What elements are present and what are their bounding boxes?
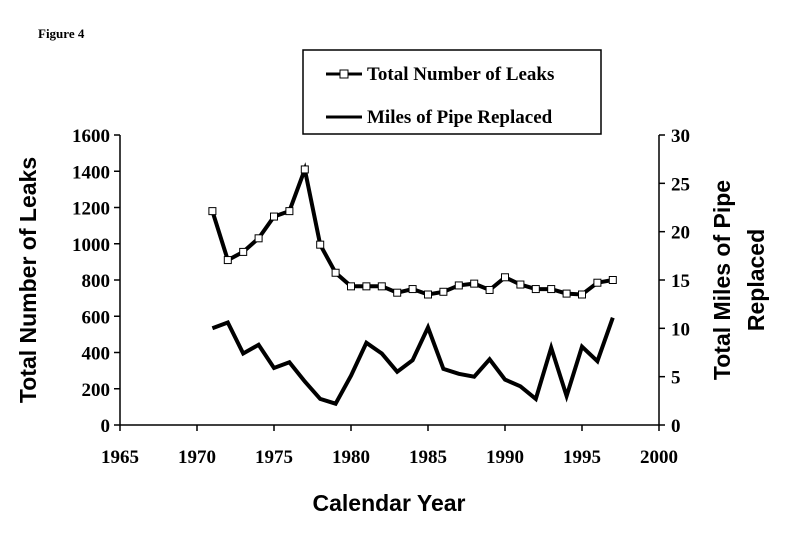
left-y-ticks: 0 200 400 600 800 1000 1200 1400 1600 bbox=[72, 126, 120, 437]
data-point bbox=[377, 282, 386, 291]
data-point bbox=[347, 282, 355, 291]
left-y-tick-label: 1000 bbox=[72, 235, 110, 256]
data-point bbox=[393, 288, 402, 297]
data-point bbox=[254, 234, 263, 243]
data-point bbox=[485, 285, 494, 294]
right-y-axis-label-line1: Total Miles of Pipe bbox=[709, 180, 735, 380]
left-y-tick-label: 800 bbox=[82, 271, 111, 292]
left-y-tick-label: 0 bbox=[101, 416, 111, 437]
data-point bbox=[424, 290, 432, 299]
series-line-0 bbox=[210, 162, 614, 297]
data-point bbox=[593, 278, 602, 287]
left-y-tick-label: 1400 bbox=[72, 162, 110, 183]
x-axis-label: Calendar Year bbox=[312, 490, 465, 516]
right-y-axis-label-line2: Replaced bbox=[743, 229, 769, 331]
data-point bbox=[608, 276, 617, 284]
data-point bbox=[516, 280, 525, 289]
right-y-tick-label: 20 bbox=[671, 223, 690, 244]
x-tick-label: 2000 bbox=[640, 447, 678, 468]
x-ticks: 1965 1970 1975 1980 1985 1990 1995 2000 bbox=[101, 425, 678, 468]
right-y-tick-label: 15 bbox=[671, 271, 690, 292]
data-point bbox=[300, 165, 309, 174]
legend-leaks-marker bbox=[339, 69, 349, 79]
x-tick-label: 1980 bbox=[332, 447, 370, 468]
series-layer bbox=[208, 162, 617, 407]
left-y-tick-label: 1600 bbox=[72, 126, 110, 147]
x-tick-label: 1985 bbox=[409, 447, 447, 468]
left-y-tick-label: 400 bbox=[82, 344, 111, 365]
data-point bbox=[501, 273, 509, 282]
data-point bbox=[331, 268, 340, 277]
data-point bbox=[208, 207, 217, 216]
data-point bbox=[285, 207, 294, 216]
right-y-tick-label: 10 bbox=[671, 319, 690, 340]
right-y-tick-label: 5 bbox=[671, 368, 681, 389]
data-point bbox=[408, 285, 417, 294]
x-tick-label: 1965 bbox=[101, 447, 139, 468]
figure-label: Figure 4 bbox=[38, 26, 85, 41]
data-point bbox=[223, 256, 232, 265]
legend: Total Number of Leaks Miles of Pipe Repl… bbox=[302, 49, 602, 135]
data-point bbox=[439, 287, 448, 296]
data-point bbox=[562, 289, 571, 298]
data-point bbox=[547, 285, 556, 294]
series-line-1 bbox=[211, 317, 615, 407]
axes bbox=[119, 135, 660, 426]
x-tick-label: 1970 bbox=[178, 447, 216, 468]
data-point bbox=[531, 285, 540, 294]
legend-miles-label: Miles of Pipe Replaced bbox=[367, 107, 553, 128]
x-tick-label: 1990 bbox=[486, 447, 524, 468]
right-y-ticks: 0 5 10 15 20 25 30 bbox=[659, 126, 690, 437]
data-point bbox=[454, 281, 463, 290]
data-point bbox=[470, 279, 479, 288]
data-point bbox=[578, 290, 586, 299]
x-tick-label: 1995 bbox=[563, 447, 601, 468]
left-y-tick-label: 1200 bbox=[72, 199, 110, 220]
x-tick-label: 1975 bbox=[255, 447, 293, 468]
data-point bbox=[239, 247, 248, 256]
left-y-tick-label: 200 bbox=[82, 380, 111, 401]
right-y-tick-label: 30 bbox=[671, 126, 690, 147]
legend-leaks-label: Total Number of Leaks bbox=[367, 64, 554, 85]
data-point bbox=[362, 282, 371, 291]
data-point bbox=[270, 212, 278, 221]
data-point bbox=[316, 240, 325, 249]
left-y-tick-label: 600 bbox=[82, 307, 111, 328]
legend-box bbox=[302, 49, 602, 135]
right-y-tick-label: 25 bbox=[671, 174, 690, 195]
right-y-tick-label: 0 bbox=[671, 416, 681, 437]
left-y-axis-label: Total Number of Leaks bbox=[15, 157, 41, 403]
